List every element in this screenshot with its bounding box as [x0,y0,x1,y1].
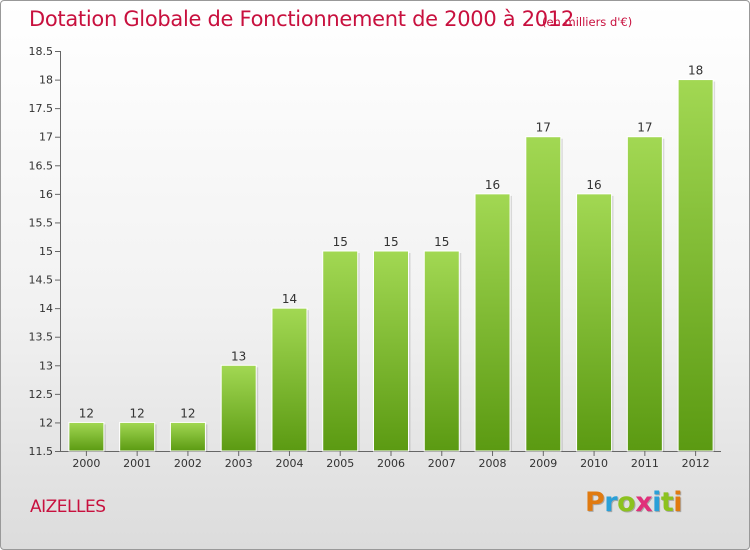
x-tick-label: 2008 [479,457,507,470]
bar [119,421,156,452]
logo-letter: i [673,487,683,518]
bar-value-label: 15 [383,235,398,249]
bar [373,250,409,452]
logo-letter: r [604,487,618,518]
bar-value-label: 12 [79,406,94,420]
logo-letter: x [635,487,653,518]
y-tick-label: 14 [39,302,53,315]
x-tick-label: 2006 [377,457,405,470]
bar-value-label: 15 [333,235,348,249]
logo-letter: t [660,487,674,518]
bar [525,136,562,452]
bar-value-label: 17 [637,121,652,135]
x-tick-label: 2005 [326,457,354,470]
bar [423,250,460,452]
y-tick-label: 15 [39,245,53,258]
y-tick-label: 16 [39,188,53,201]
x-tick-label: 2012 [682,457,710,470]
x-tick-label: 2011 [631,457,659,470]
x-tick-label: 2009 [529,457,557,470]
bar [271,307,308,452]
y-tick-label: 17 [39,131,53,144]
logo-letter: P [585,487,605,518]
bar-value-label: 18 [688,64,703,78]
y-tick-label: 11.5 [29,445,54,458]
bar-value-label: 12 [130,406,145,420]
bar [474,193,511,452]
bar-value-label: 12 [180,406,195,420]
x-tick-label: 2004 [275,457,303,470]
bar [68,421,105,452]
bar-value-label: 14 [282,292,297,306]
x-tick-label: 2007 [428,457,456,470]
bar-value-label: 13 [231,349,246,363]
bar-value-label: 16 [586,178,601,192]
bar [576,193,613,452]
logo-letter: o [617,487,636,518]
commune-name: AIZELLES [30,497,106,517]
x-axis-ticks: 2000 2001 2002 2003 2004 2005 2006 2007 2008 2009… [72,451,710,470]
y-tick-label: 15.5 [29,216,54,229]
y-tick-label: 18 [39,74,53,87]
bar-value-label: 16 [485,178,500,192]
bars [68,79,716,452]
bar [322,250,359,452]
y-tick-label: 17.5 [29,102,54,115]
proxiti-logo[interactable]: Proxiti [585,487,683,518]
x-tick-label: 2010 [580,457,608,470]
y-tick-label: 14.5 [29,274,54,287]
y-tick-label: 12 [39,416,53,429]
x-tick-label: 2001 [123,457,151,470]
bar-value-label: 17 [536,121,551,135]
chart-unit: (en milliers d'€) [542,15,633,29]
logo-letter: i [652,487,661,518]
data-labels: 12 12 12 13 14 15 15 15 16 17 16 17 18 [79,64,704,421]
x-tick-label: 2000 [72,457,100,470]
chart-title: Dotation Globale de Fonctionnement de 20… [29,7,574,31]
bar [220,364,257,452]
bar-value-label: 15 [434,235,449,249]
bar [169,421,206,452]
bar [626,136,663,452]
y-tick-label: 13.5 [29,331,54,344]
y-tick-label: 16.5 [29,159,54,172]
bar [677,79,714,452]
y-axis-ticks: 11.5 12 12.5 13 13.5 14 14.5 15 15.5 16 16.5 17 17.5… [29,45,61,458]
x-tick-label: 2003 [225,457,253,470]
y-tick-label: 12.5 [29,388,54,401]
y-tick-label: 13 [39,359,53,372]
y-tick-label: 18.5 [29,45,54,58]
x-tick-label: 2002 [174,457,202,470]
